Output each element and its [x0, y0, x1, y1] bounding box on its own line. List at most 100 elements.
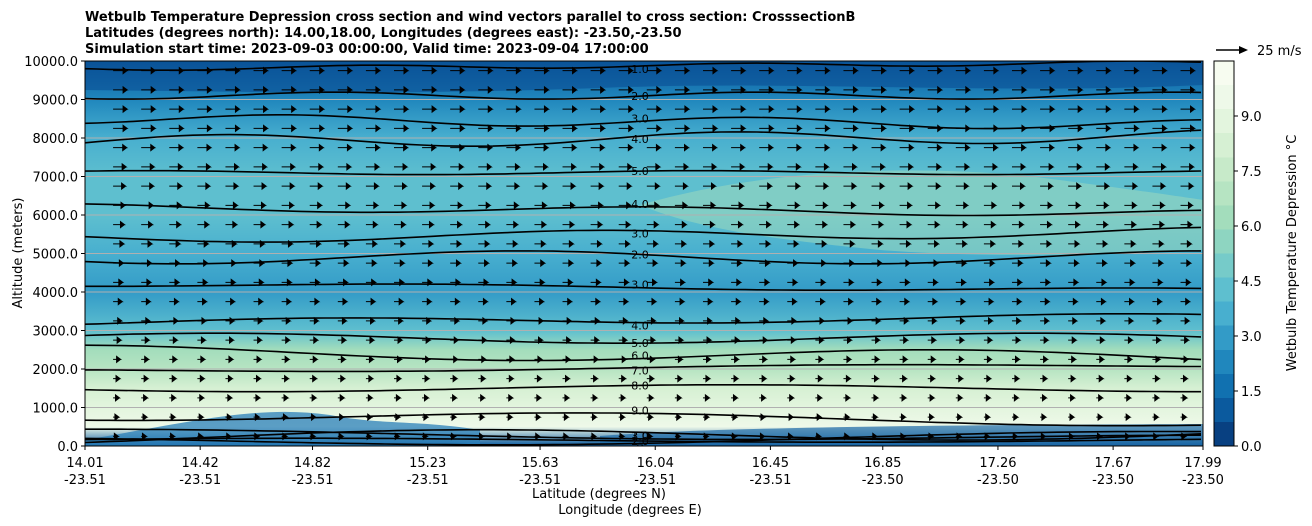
- contour-line: [85, 169, 1202, 176]
- wind-vector: [702, 201, 717, 210]
- wind-vector: [393, 124, 410, 133]
- wind-vector: [702, 124, 719, 133]
- wind-vector: [422, 336, 432, 345]
- wind-vector: [141, 220, 155, 229]
- wind-vector: [562, 105, 579, 114]
- wind-vector: [422, 105, 438, 114]
- wind-vector: [337, 162, 353, 171]
- wind-vector: [141, 85, 157, 94]
- wind-vector: [899, 162, 915, 171]
- wind-vector: [787, 124, 803, 133]
- colorbar-tick-label: 1.5: [1241, 385, 1262, 400]
- wind-vector: [983, 85, 1000, 94]
- wind-vector: [983, 66, 1000, 75]
- wind-vector: [506, 66, 522, 75]
- y-tick-label: 9000.0: [33, 94, 79, 109]
- wind-vector: [337, 143, 353, 152]
- wind-vector: [1124, 355, 1134, 364]
- wind-vector: [1096, 393, 1105, 402]
- wind-vector: [534, 336, 545, 345]
- contour-label: 3.0: [631, 279, 649, 292]
- wind-vector: [309, 297, 321, 306]
- wind-vector: [169, 336, 179, 345]
- wind-vector: [618, 124, 635, 133]
- wind-vector: [871, 259, 884, 268]
- wind-vector: [309, 432, 317, 441]
- x-tick-label-lat: 14.82: [294, 456, 331, 471]
- surface-moist-region: [85, 411, 480, 446]
- wind-vector: [955, 259, 968, 268]
- colorbar-tick-label: 0.0: [1241, 440, 1262, 455]
- x-tick-label-lon: -23.51: [634, 473, 676, 488]
- wind-vector: [309, 182, 324, 191]
- wind-vector: [309, 124, 326, 133]
- wind-vector: [759, 355, 769, 364]
- wind-vector: [337, 85, 354, 94]
- wind-vector: [478, 182, 493, 191]
- wind-vector: [843, 105, 859, 114]
- wind-vector: [337, 201, 352, 210]
- wind-vector: [731, 355, 741, 364]
- wind-vector: [815, 432, 823, 441]
- wind-vector: [113, 278, 125, 287]
- wind-vector: [674, 374, 684, 383]
- wind-vector: [1040, 85, 1056, 94]
- wind-vector: [1152, 105, 1168, 114]
- wind-vector: [422, 413, 430, 422]
- wind-vector: [590, 105, 607, 114]
- wind-vector: [225, 182, 240, 191]
- wind-vector: [1096, 220, 1110, 229]
- wind-vector: [197, 355, 207, 364]
- colorbar-tick-label: 4.5: [1241, 275, 1262, 290]
- wind-vector: [618, 413, 627, 422]
- wind-vector: [1068, 239, 1081, 248]
- wind-vector: [983, 220, 997, 229]
- wind-vector: [225, 336, 236, 345]
- contour-label: 4.0: [631, 198, 649, 211]
- wind-vector: [1152, 124, 1168, 133]
- wind-vector: [1068, 143, 1084, 152]
- wind-vector: [731, 297, 742, 306]
- wind-vector: [309, 85, 326, 94]
- wind-vector: [1180, 239, 1193, 248]
- wind-vector: [337, 239, 351, 248]
- wind-vector: [871, 413, 879, 422]
- contour-label: 3.0: [631, 430, 649, 443]
- wind-vector: [506, 162, 521, 171]
- wind-vector: [702, 393, 711, 402]
- wind-vector: [674, 432, 682, 441]
- wind-vector: [1040, 182, 1055, 191]
- wind-vector: [1040, 336, 1050, 345]
- wind-vector: [365, 143, 382, 152]
- wind-vector: [281, 336, 292, 345]
- wind-vector: [1124, 162, 1139, 171]
- contour-line: [85, 437, 1202, 443]
- wind-vector: [815, 162, 830, 171]
- wind-vector: [450, 66, 466, 75]
- wind-vector: [1068, 432, 1075, 441]
- wind-vector: [1152, 143, 1168, 152]
- wind-vector: [197, 162, 212, 171]
- y-tick-label: 3000.0: [33, 325, 79, 340]
- wind-vector: [225, 124, 241, 133]
- wind-vector: [506, 393, 515, 402]
- wind-vector: [562, 162, 578, 171]
- wind-vector: [927, 105, 944, 114]
- wind-vector: [1011, 220, 1025, 229]
- wind-vector: [1096, 239, 1109, 248]
- wind-vector: [1180, 162, 1196, 171]
- wind-vector: [927, 374, 937, 383]
- wind-vector: [787, 432, 795, 441]
- wind-vector: [843, 239, 856, 248]
- plot-area: 1.02.03.04.05.04.03.02.03.04.05.06.07.08…: [85, 61, 1203, 446]
- wind-vector: [365, 220, 379, 229]
- wind-vector: [787, 413, 795, 422]
- wind-vector: [478, 355, 488, 364]
- wind-vector: [1180, 432, 1188, 441]
- wind-vector: [843, 220, 857, 229]
- wind-vector: [815, 85, 831, 94]
- contour-line: [85, 91, 1202, 100]
- wind-vector: [815, 355, 825, 364]
- wind-vector: [450, 201, 464, 210]
- wind-vector: [478, 297, 489, 306]
